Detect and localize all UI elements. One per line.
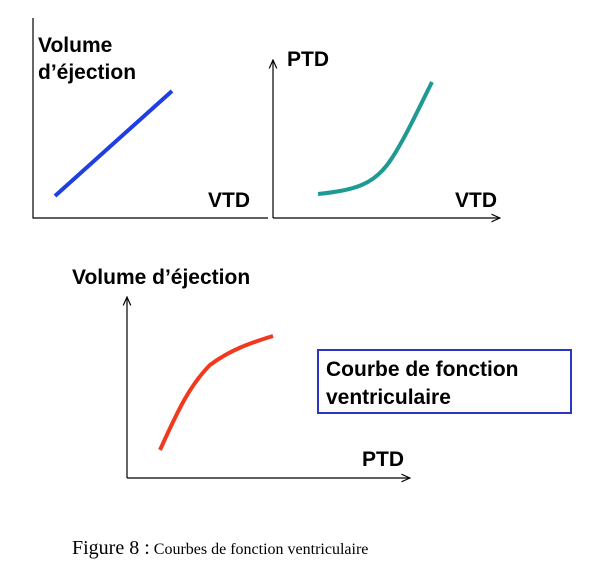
y-label: Volume [38, 34, 112, 57]
y-label: PTD [287, 48, 329, 71]
curve [158, 334, 274, 451]
curve [317, 81, 434, 196]
x-label: VTD [208, 189, 250, 212]
box-text: Courbe de fonction [326, 358, 519, 381]
y-label: d’éjection [38, 61, 136, 84]
axes [32, 18, 268, 219]
x-label: VTD [455, 189, 497, 212]
label-box [317, 349, 572, 414]
caption-text: Courbes de fonction ventriculaire [154, 541, 369, 558]
x-label: PTD [362, 448, 404, 471]
caption: Figure 8 : Courbes de fonction ventricul… [72, 537, 368, 559]
panel-3: Volume d’éjection PTD Courbe de fonction… [72, 266, 572, 478]
caption-label: Figure 8 : [72, 537, 150, 559]
box-text: ventriculaire [326, 386, 451, 409]
curve [53, 89, 174, 198]
y-label: Volume d’éjection [72, 266, 250, 289]
panel-2: PTD VTD [273, 48, 500, 218]
panel-1: Volume d’éjection VTD [32, 18, 268, 219]
